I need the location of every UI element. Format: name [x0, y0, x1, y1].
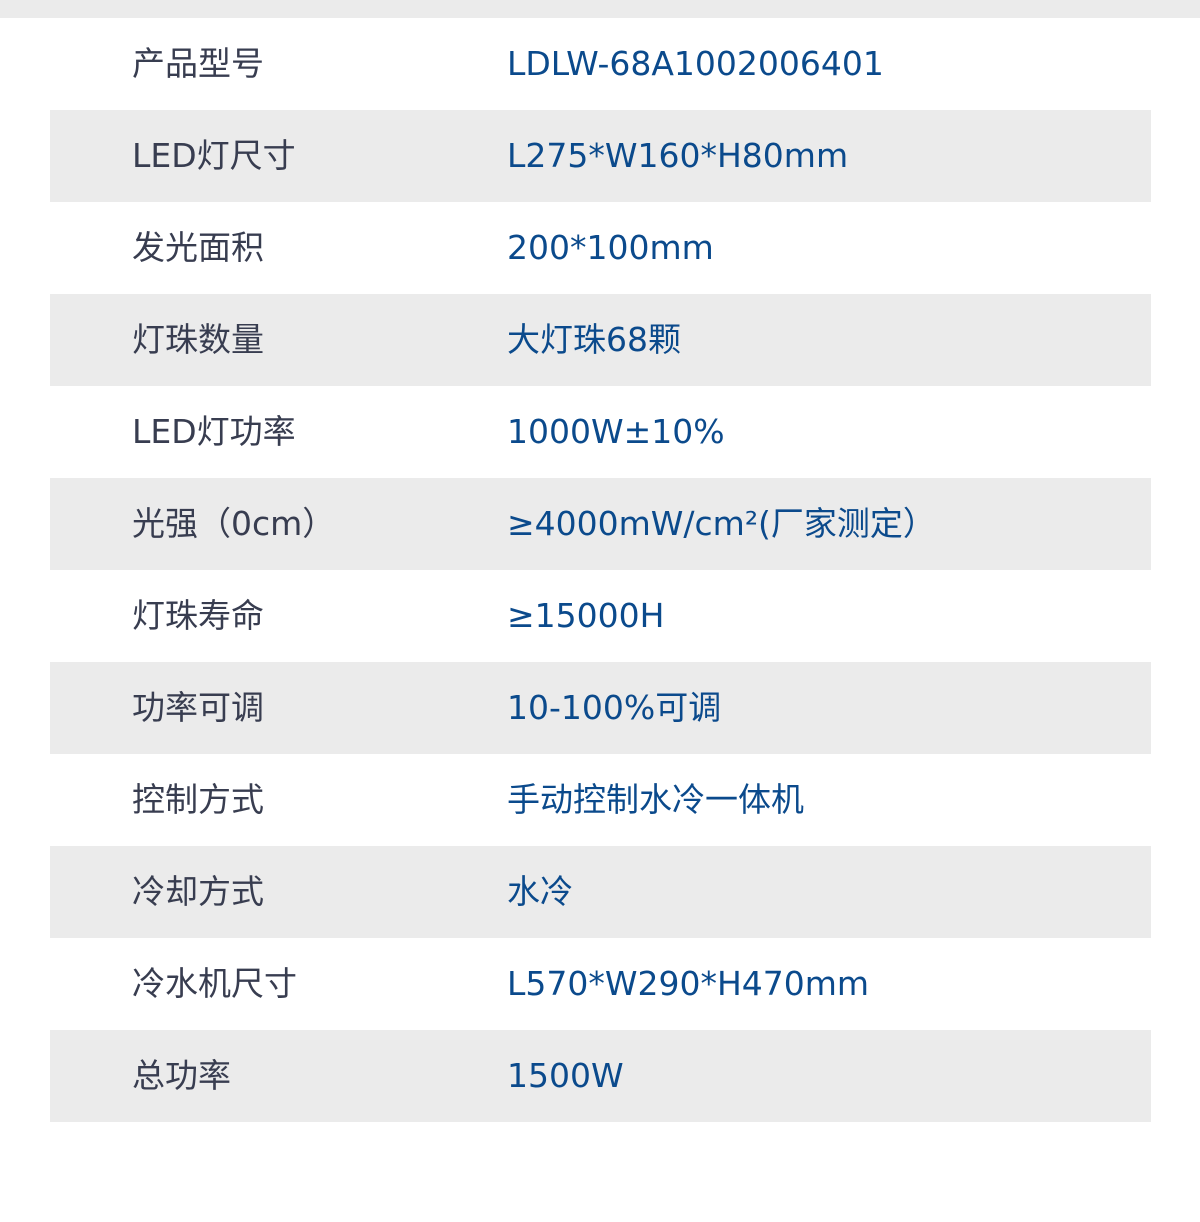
spec-value: 1500W	[507, 1056, 624, 1095]
spec-label: LED灯功率	[132, 412, 296, 451]
spec-value: 水冷	[507, 872, 573, 911]
spec-value: ≥15000H	[507, 596, 665, 635]
spec-value: LDLW-68A1002006401	[507, 44, 884, 83]
spec-value: 大灯珠68颗	[507, 320, 681, 359]
spec-table: 产品型号 LDLW-68A1002006401 LED灯尺寸 L275*W160*H8…	[50, 18, 1151, 1122]
spec-row: 产品型号 LDLW-68A1002006401	[50, 18, 1151, 110]
spec-row: 发光面积 200*100mm	[50, 202, 1151, 294]
spec-label: 冷水机尺寸	[132, 964, 297, 1003]
spec-value: L275*W160*H80mm	[507, 136, 849, 175]
spec-row: LED灯尺寸 L275*W160*H80mm	[50, 110, 1151, 202]
spec-row: 冷却方式 水冷	[50, 846, 1151, 938]
spec-value: 200*100mm	[507, 228, 714, 267]
spec-row: 灯珠寿命 ≥15000H	[50, 570, 1151, 662]
spec-label: 控制方式	[132, 780, 264, 819]
spec-label: 冷却方式	[132, 872, 264, 911]
spec-value: ≥4000mW/cm²(厂家测定）	[507, 504, 936, 543]
spec-value: 1000W±10%	[507, 412, 725, 451]
spec-value: 10-100%可调	[507, 688, 722, 727]
spec-label: 灯珠数量	[132, 320, 264, 359]
spec-label: LED灯尺寸	[132, 136, 296, 175]
spec-row: 冷水机尺寸 L570*W290*H470mm	[50, 938, 1151, 1030]
top-divider-band	[0, 0, 1200, 18]
spec-row: 控制方式 手动控制水冷一体机	[50, 754, 1151, 846]
spec-label: 灯珠寿命	[132, 596, 264, 635]
spec-value: L570*W290*H470mm	[507, 964, 870, 1003]
spec-row: LED灯功率 1000W±10%	[50, 386, 1151, 478]
spec-label: 光强（0cm）	[132, 504, 336, 543]
spec-row: 光强（0cm） ≥4000mW/cm²(厂家测定）	[50, 478, 1151, 570]
spec-label: 产品型号	[132, 44, 264, 83]
spec-value: 手动控制水冷一体机	[507, 780, 804, 819]
spec-row: 灯珠数量 大灯珠68颗	[50, 294, 1151, 386]
spec-label: 发光面积	[132, 228, 264, 267]
spec-label: 总功率	[132, 1056, 231, 1095]
spec-label: 功率可调	[132, 688, 264, 727]
spec-row: 总功率 1500W	[50, 1030, 1151, 1122]
spec-row: 功率可调 10-100%可调	[50, 662, 1151, 754]
